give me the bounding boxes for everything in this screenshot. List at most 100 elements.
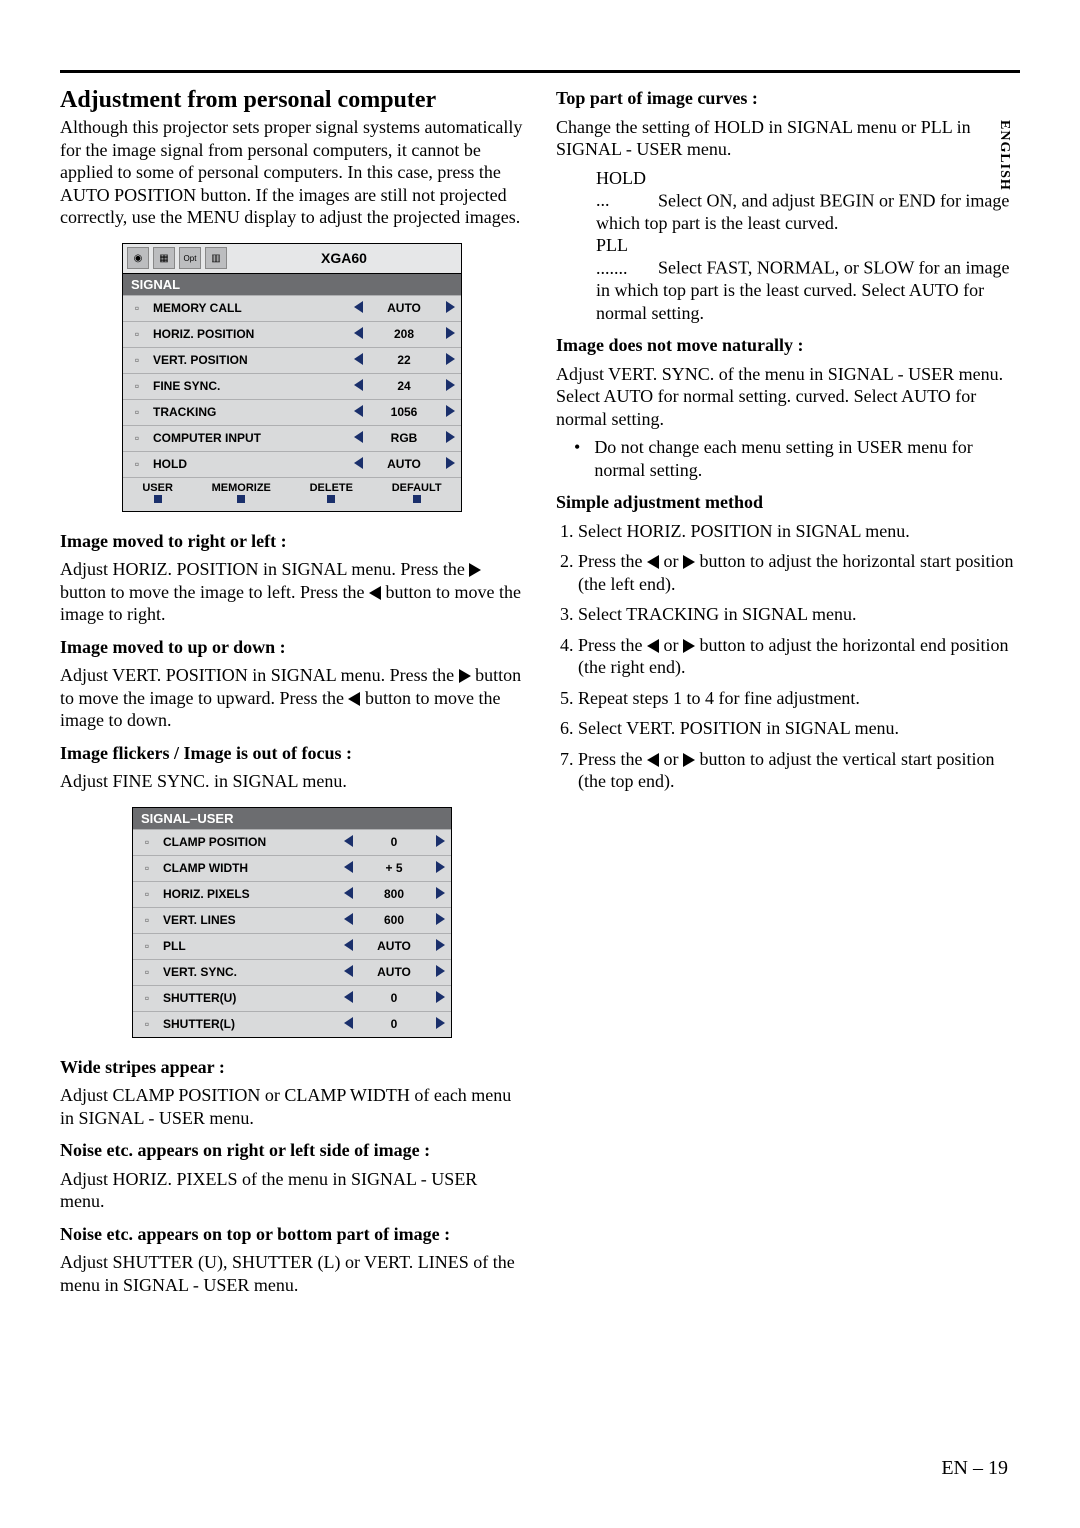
heading-moved-ud: Image moved to up or down : [60, 636, 524, 659]
footer-delete: DELETE [310, 482, 353, 506]
row-label: MEMORY CALL [151, 301, 347, 315]
row-value: AUTO [369, 457, 439, 471]
page-number: EN – 19 [941, 1457, 1008, 1480]
left-arrow-icon [348, 692, 360, 706]
left-arrow-icon [347, 457, 369, 472]
row-label: TRACKING [151, 405, 347, 419]
left-arrow-icon [369, 586, 381, 600]
row-value: 1056 [369, 405, 439, 419]
row-label: CLAMP POSITION [161, 835, 337, 849]
right-arrow-icon [429, 913, 451, 928]
heading-flicker: Image flickers / Image is out of focus : [60, 742, 524, 765]
menu-header: SIGNAL–USER [133, 808, 451, 829]
heading-noise-tb: Noise etc. appears on top or bottom part… [60, 1223, 524, 1246]
row-icon: ▫ [133, 965, 161, 979]
menu-row: ▫CLAMP POSITION 0 [133, 829, 451, 855]
right-arrow-icon [429, 965, 451, 980]
left-arrow-icon [337, 1017, 359, 1032]
step-item: Press the or button to adjust the horizo… [578, 550, 1020, 595]
left-arrow-icon [647, 555, 659, 569]
row-value: AUTO [359, 939, 429, 953]
row-value: + 5 [359, 861, 429, 875]
top-rule [60, 70, 1020, 73]
right-arrow-icon [439, 379, 461, 394]
menu-row: ▫VERT. POSITION22 [123, 347, 461, 373]
tab-icon: ▦ [153, 247, 175, 269]
tab-icon: Opt [179, 247, 201, 269]
section-title: Adjustment from personal computer [60, 87, 524, 114]
right-arrow-icon [439, 457, 461, 472]
language-tab: ENGLISH [996, 120, 1012, 191]
right-arrow-icon [439, 301, 461, 316]
row-label: SHUTTER(L) [161, 1017, 337, 1031]
row-value: 600 [359, 913, 429, 927]
row-icon: ▫ [123, 353, 151, 367]
left-arrow-icon [347, 379, 369, 394]
two-column-layout: Adjustment from personal computer Althou… [60, 87, 1020, 1302]
left-arrow-icon [347, 327, 369, 342]
step-item: Press the or button to adjust the vertic… [578, 748, 1020, 793]
menu-row: ▫TRACKING 1056 [123, 399, 461, 425]
menu-row: ▫PLL AUTO [133, 933, 451, 959]
row-icon: ▫ [133, 1017, 161, 1031]
right-arrow-icon [683, 555, 695, 569]
row-icon: ▫ [123, 379, 151, 393]
row-value: 0 [359, 835, 429, 849]
row-value: AUTO [369, 301, 439, 315]
left-arrow-icon [337, 835, 359, 850]
menu-row: ▫VERT. LINES600 [133, 907, 451, 933]
para-flicker: Adjust FINE SYNC. in SIGNAL menu. [60, 770, 524, 793]
right-arrow-icon [439, 405, 461, 420]
right-arrow-icon [469, 563, 481, 577]
row-icon: ▫ [133, 861, 161, 875]
para-moved-ud: Adjust VERT. POSITION in SIGNAL menu. Pr… [60, 664, 524, 732]
para-moved-rl: Adjust HORIZ. POSITION in SIGNAL menu. P… [60, 558, 524, 626]
bullet-note: • Do not change each menu setting in USE… [574, 436, 1020, 481]
right-column: Top part of image curves : Change the se… [556, 87, 1020, 1302]
heading-stripes: Wide stripes appear : [60, 1056, 524, 1079]
left-arrow-icon [337, 991, 359, 1006]
row-label: VERT. LINES [161, 913, 337, 927]
row-value: 800 [359, 887, 429, 901]
row-icon: ▫ [123, 301, 151, 315]
menu-row: ▫HORIZ. PIXELS800 [133, 881, 451, 907]
right-arrow-icon [439, 431, 461, 446]
right-arrow-icon [429, 861, 451, 876]
pll-definition: PLL .......Select FAST, NORMAL, or SLOW … [596, 234, 1020, 324]
heading-top-curve: Top part of image curves : [556, 87, 1020, 110]
menu-row: ▫VERT. SYNC.AUTO [133, 959, 451, 985]
menu-header: SIGNAL [123, 274, 461, 295]
step-item: Select TRACKING in SIGNAL menu. [578, 603, 1020, 626]
row-value: 24 [369, 379, 439, 393]
row-icon: ▫ [123, 405, 151, 419]
row-icon: ▫ [133, 991, 161, 1005]
footer-memorize: MEMORIZE [212, 482, 271, 506]
right-arrow-icon [683, 753, 695, 767]
step-item: Repeat steps 1 to 4 for fine adjustment. [578, 687, 1020, 710]
step-item: Press the or button to adjust the horizo… [578, 634, 1020, 679]
right-arrow-icon [439, 327, 461, 342]
row-label: PLL [161, 939, 337, 953]
right-arrow-icon [439, 353, 461, 368]
row-label: VERT. SYNC. [161, 965, 337, 979]
steps-list: Select HORIZ. POSITION in SIGNAL menu. P… [578, 520, 1020, 793]
signal-user-menu: SIGNAL–USER ▫CLAMP POSITION0▫CLAMP WIDTH… [132, 807, 452, 1038]
menu-row: ▫HOLDAUTO [123, 451, 461, 477]
right-arrow-icon [429, 991, 451, 1006]
para-noise-rl: Adjust HORIZ. PIXELS of the menu in SIGN… [60, 1168, 524, 1213]
left-arrow-icon [347, 405, 369, 420]
tab-icon: ▥ [205, 247, 227, 269]
right-arrow-icon [429, 887, 451, 902]
row-label: VERT. POSITION [151, 353, 347, 367]
right-arrow-icon [459, 669, 471, 683]
step-item: Select VERT. POSITION in SIGNAL menu. [578, 717, 1020, 740]
footer-user: USER [142, 482, 173, 506]
row-icon: ▫ [133, 835, 161, 849]
para-top-curve: Change the setting of HOLD in SIGNAL men… [556, 116, 1020, 161]
row-icon: ▫ [133, 939, 161, 953]
hold-definition: HOLD ...Select ON, and adjust BEGIN or E… [596, 167, 1020, 235]
right-arrow-icon [429, 939, 451, 954]
right-arrow-icon [429, 1017, 451, 1032]
left-arrow-icon [347, 301, 369, 316]
left-arrow-icon [347, 431, 369, 446]
